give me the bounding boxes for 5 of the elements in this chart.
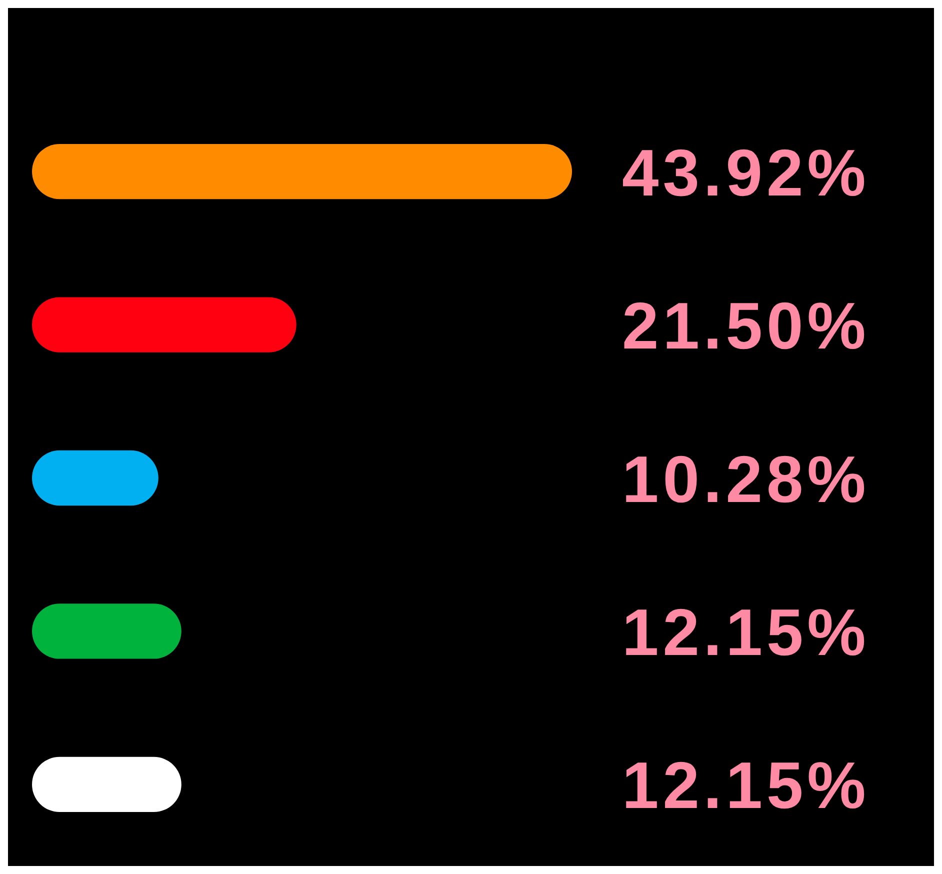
data-label: 10.28% [622,442,870,516]
data-label: 43.92% [622,135,870,210]
data-label: 12.15% [622,748,870,822]
data-label: 21.50% [622,288,870,363]
data-label: 12.15% [622,594,870,669]
